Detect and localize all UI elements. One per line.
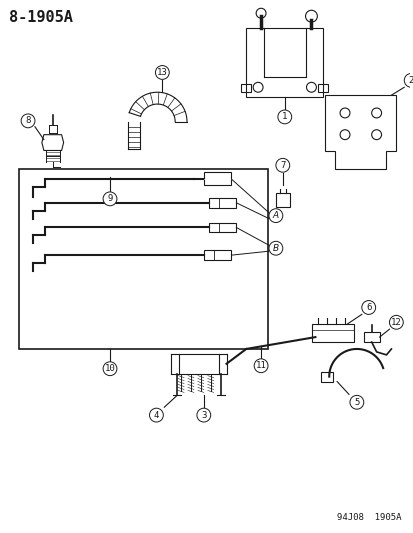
- Bar: [320, 372, 332, 382]
- Bar: [246, 28, 323, 97]
- Text: 7: 7: [280, 161, 285, 170]
- Bar: [208, 223, 236, 232]
- Bar: [203, 172, 231, 185]
- Circle shape: [389, 316, 402, 329]
- Text: 94J08  1905A: 94J08 1905A: [336, 513, 400, 522]
- Circle shape: [149, 408, 163, 422]
- Text: 13: 13: [157, 68, 167, 77]
- Text: B: B: [272, 244, 278, 253]
- Circle shape: [275, 158, 289, 172]
- Bar: [275, 193, 289, 207]
- Bar: [363, 332, 379, 342]
- Circle shape: [361, 301, 375, 314]
- Text: 1: 1: [281, 112, 287, 122]
- Text: 9: 9: [107, 195, 112, 204]
- Text: 11: 11: [255, 361, 266, 370]
- Text: 6: 6: [365, 303, 370, 312]
- Text: 4: 4: [153, 410, 159, 419]
- Circle shape: [155, 66, 169, 79]
- Circle shape: [268, 241, 282, 255]
- Text: A: A: [272, 211, 278, 220]
- Circle shape: [103, 192, 116, 206]
- Circle shape: [277, 110, 291, 124]
- Text: 8-1905A: 8-1905A: [9, 10, 73, 25]
- Circle shape: [268, 209, 282, 223]
- Circle shape: [21, 114, 35, 128]
- Text: 12: 12: [390, 318, 401, 327]
- Bar: [241, 84, 251, 92]
- Bar: [208, 198, 236, 208]
- Bar: [318, 84, 328, 92]
- Circle shape: [254, 359, 267, 373]
- Text: 5: 5: [354, 398, 358, 407]
- Text: 2: 2: [408, 76, 413, 85]
- Bar: [312, 324, 353, 342]
- Circle shape: [349, 395, 363, 409]
- Circle shape: [403, 74, 413, 87]
- Bar: [19, 169, 267, 349]
- Text: 3: 3: [201, 410, 206, 419]
- Bar: [203, 250, 231, 260]
- Text: 10: 10: [104, 364, 115, 373]
- Circle shape: [103, 362, 116, 376]
- Circle shape: [197, 408, 210, 422]
- Text: 8: 8: [25, 116, 31, 125]
